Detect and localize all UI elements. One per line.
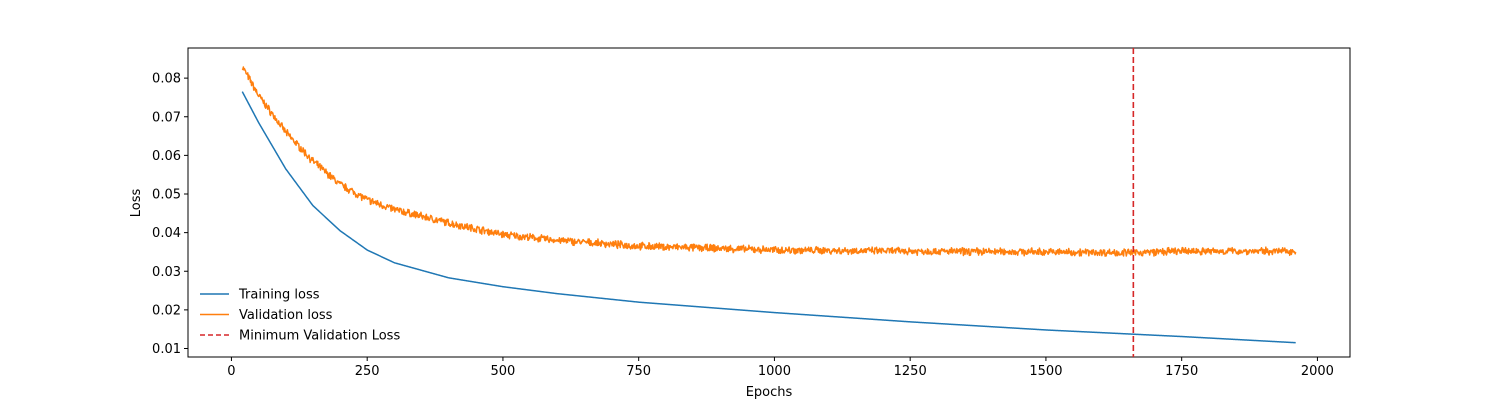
y-tick-label: 0.04 [152,226,181,241]
legend-validation-loss-label: Validation loss [239,308,333,323]
y-tick-label: 0.06 [152,149,181,164]
x-tick-label: 0 [227,364,235,379]
y-tick-label: 0.07 [152,110,181,125]
y-axis-label: Loss [129,189,144,218]
training-loss-line [241,91,1296,344]
x-axis-label: Epochs [746,385,793,400]
validation-loss-line [241,66,1297,257]
x-tick-label: 500 [491,364,516,379]
x-axis-ticks: 0 250 500 750 1000 1250 1500 1750 2000 [227,357,1334,379]
legend-training-loss-label: Training loss [238,288,320,303]
chart-marks [241,48,1297,357]
legend-min-validation-loss-label: Minimum Validation Loss [239,329,400,344]
x-tick-label: 1750 [1165,364,1198,379]
x-tick-label: 1000 [758,364,791,379]
y-tick-label: 0.05 [152,188,181,203]
y-tick-label: 0.03 [152,265,181,280]
x-tick-label: 1250 [894,364,927,379]
y-tick-label: 0.08 [152,72,181,87]
legend: Training loss Validation loss Minimum Vali… [200,288,400,344]
y-tick-label: 0.02 [152,303,181,318]
plot-frame [187,47,1351,358]
x-tick-label: 250 [355,364,380,379]
x-tick-label: 2000 [1301,364,1334,379]
y-tick-label: 0.01 [152,342,181,357]
y-axis-ticks: 0.01 0.02 0.03 0.04 0.05 0.06 0.07 0.08 [152,72,188,357]
x-tick-label: 1500 [1029,364,1062,379]
x-tick-label: 750 [626,364,651,379]
